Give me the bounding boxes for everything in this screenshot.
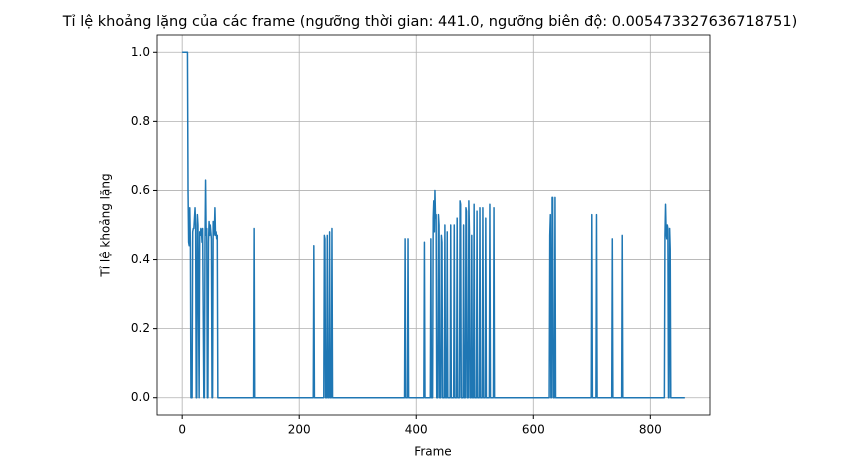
- x-tick-label: 400: [405, 423, 428, 437]
- plot-frame: [156, 34, 711, 416]
- y-tick-label: 0.2: [131, 321, 150, 335]
- data-line: [182, 51, 685, 399]
- y-tick-label: 0.6: [131, 183, 150, 197]
- y-tick-label: 1.0: [131, 45, 150, 59]
- x-axis-label: Frame: [414, 445, 451, 459]
- chart-title: Tỉ lệ khoảng lặng của các frame (ngưỡng …: [62, 14, 798, 30]
- x-tick-label: 200: [288, 423, 311, 437]
- x-tick-label: 600: [522, 423, 545, 437]
- y-tick-label: 0.0: [131, 390, 150, 404]
- y-tick-label: 0.8: [131, 114, 150, 128]
- y-axis-label: Tỉ lệ khoảng lặng: [99, 173, 113, 277]
- y-tick-label: 0.4: [131, 252, 150, 266]
- x-tick-label: 800: [639, 423, 662, 437]
- x-tick-label: 0: [178, 423, 186, 437]
